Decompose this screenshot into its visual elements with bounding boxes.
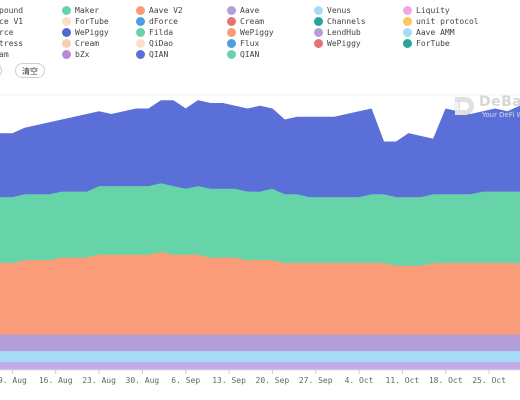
- area-series[interactable]: [0, 334, 520, 352]
- legend-label: ce V1: [0, 17, 24, 26]
- x-tick-label: 13. Sep: [212, 376, 246, 385]
- legend-dot-icon: [227, 50, 236, 59]
- x-tick-label: 16. Aug: [39, 376, 73, 385]
- legend-dot-icon: [403, 17, 412, 26]
- x-tick-label: 18. Oct: [429, 376, 463, 385]
- legend-dot-icon: [403, 28, 412, 37]
- area-series[interactable]: [0, 100, 520, 198]
- legend-label: tress: [0, 39, 24, 48]
- legend-dot-icon: [62, 17, 71, 26]
- area-series[interactable]: [0, 350, 520, 363]
- legend-label: QIAN: [149, 50, 169, 59]
- area-series[interactable]: [0, 182, 520, 266]
- x-tick-label: 11. Oct: [386, 376, 420, 385]
- legend-label: Venus: [327, 6, 352, 15]
- clear-button[interactable]: 清空: [15, 63, 45, 78]
- x-tick-label: 30. Aug: [126, 376, 160, 385]
- legend-dot-icon: [62, 50, 71, 59]
- legend-label: Maker: [75, 6, 100, 15]
- legend-label: Aave: [240, 6, 260, 15]
- legend-label: WePiggy: [75, 28, 109, 37]
- legend-dot-icon: [62, 28, 71, 37]
- x-axis-ticks: 9. Aug 16. Aug 23. Aug 30. Aug 6. Sep 13. Sep…: [0, 370, 506, 385]
- legend-label: WePiggy: [327, 39, 361, 48]
- legend-label: dForce: [149, 17, 178, 26]
- legend-label: QiDao: [149, 39, 174, 48]
- legend-dot-icon: [227, 6, 236, 15]
- x-tick-label: 20. Sep: [256, 376, 290, 385]
- legend-dot-icon: [136, 17, 145, 26]
- legend-label: ForTube: [75, 17, 109, 26]
- legend-dot-icon: [227, 39, 236, 48]
- legend-dot-icon: [136, 6, 145, 15]
- legend-label: unit protocol: [416, 17, 479, 26]
- legend-dot-icon: [227, 17, 236, 26]
- legend-label: WePiggy: [240, 28, 274, 37]
- x-tick-label: 9. Aug: [0, 376, 27, 385]
- legend-label: Cream: [240, 17, 265, 26]
- legend-label: Filda: [149, 28, 174, 37]
- legend-dot-icon: [136, 50, 145, 59]
- legend-dot-icon: [227, 28, 236, 37]
- watermark: DeBa Your DeFi W: [452, 94, 520, 122]
- legend-label: pound: [0, 6, 24, 15]
- legend-label: LendHub: [327, 28, 361, 37]
- legend: pound Maker Aave V2 Aave Venus Liquity ce V1 Fo…: [0, 0, 520, 60]
- legend-dot-icon: [136, 39, 145, 48]
- watermark-subtitle: Your DeFi W: [482, 111, 520, 119]
- legend-dot-icon: [314, 28, 323, 37]
- legend-dot-icon: [403, 6, 412, 15]
- legend-label: QIAN: [240, 50, 260, 59]
- area-series-group[interactable]: [0, 100, 520, 371]
- area-series[interactable]: [0, 251, 520, 335]
- legend-label: rce: [0, 28, 14, 37]
- x-tick-label: 6. Sep: [171, 376, 200, 385]
- legend-label: Cream: [75, 39, 100, 48]
- legend-dot-icon: [403, 39, 412, 48]
- legend-label: Flux: [240, 39, 260, 48]
- legend-label: Aave AMM: [416, 28, 455, 37]
- legend-dot-icon: [62, 6, 71, 15]
- legend-dot-icon: [314, 17, 323, 26]
- watermark-title: DeBa: [479, 94, 520, 110]
- x-tick-label: 4. Oct: [345, 376, 374, 385]
- legend-label: bZx: [75, 50, 90, 59]
- legend-label: Aave V2: [149, 6, 183, 15]
- legend-label: ForTube: [416, 39, 450, 48]
- debank-logo-icon: [454, 97, 474, 115]
- legend-dot-icon: [314, 39, 323, 48]
- x-tick-label: 25. Oct: [472, 376, 506, 385]
- legend-dot-icon: [136, 28, 145, 37]
- x-tick-label: 27. Sep: [299, 376, 333, 385]
- legend-label: Liquity: [416, 6, 450, 15]
- legend-dot-icon: [62, 39, 71, 48]
- legend-label: am: [0, 50, 9, 59]
- area-series[interactable]: [0, 361, 520, 371]
- x-tick-label: 23. Aug: [82, 376, 116, 385]
- legend-label: Channels: [327, 17, 366, 26]
- legend-dot-icon: [314, 6, 323, 15]
